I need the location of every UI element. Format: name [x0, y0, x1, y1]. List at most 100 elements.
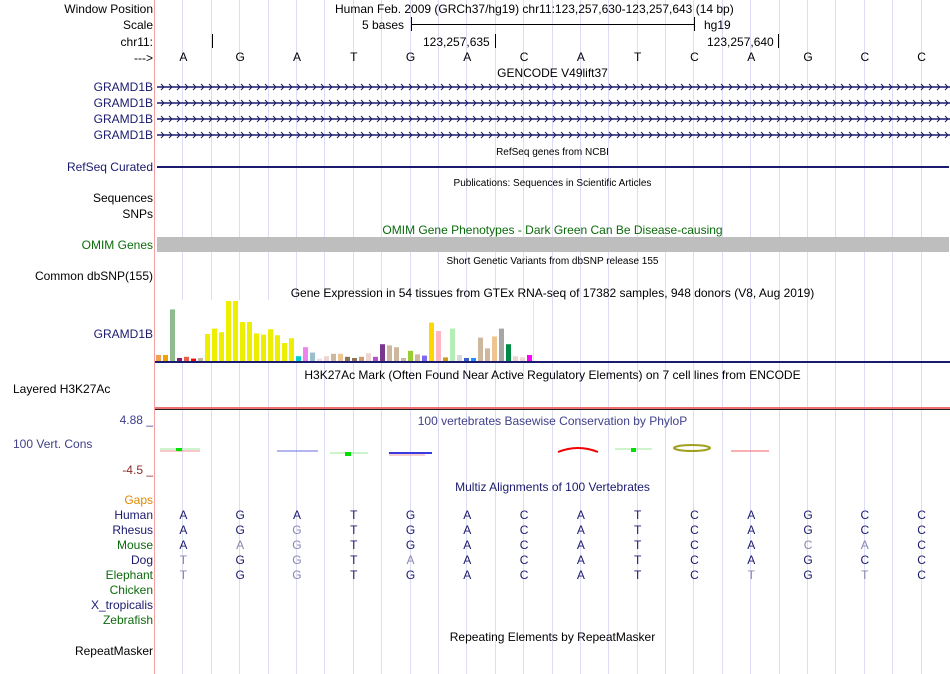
phylop-track-label[interactable]: 100 Vert. Cons	[13, 437, 93, 451]
gtex-bar[interactable]	[275, 335, 280, 361]
gtex-bar[interactable]	[254, 333, 259, 361]
gencode-gene-model[interactable]	[157, 114, 950, 124]
gtex-bar[interactable]	[317, 358, 322, 361]
gtex-bar[interactable]	[324, 356, 329, 361]
base-letter[interactable]: G	[803, 50, 813, 64]
multiz-species-label[interactable]: Dog	[130, 553, 153, 567]
base-letter[interactable]: C	[917, 50, 926, 64]
gtex-bar[interactable]	[366, 353, 371, 361]
gtex-bar[interactable]	[506, 344, 511, 361]
gencode-gene-model[interactable]	[157, 98, 950, 108]
gtex-bar[interactable]	[394, 347, 399, 361]
omim-gene-bar[interactable]	[157, 237, 949, 252]
gtex-bar[interactable]	[226, 301, 231, 361]
gtex-bar[interactable]	[443, 357, 448, 361]
base-letter[interactable]: A	[463, 50, 472, 64]
gtex-bar[interactable]	[338, 353, 343, 361]
strand-arrow	[568, 115, 573, 123]
multiz-species-label[interactable]: Elephant	[105, 568, 153, 582]
gtex-bar[interactable]	[289, 338, 294, 361]
gtex-bar[interactable]	[359, 356, 364, 361]
gtex-bar[interactable]	[184, 356, 189, 361]
base-letter[interactable]: A	[179, 50, 188, 64]
gtex-bar[interactable]	[408, 350, 413, 361]
h3k27ac-track-label[interactable]: Layered H3K27Ac	[13, 382, 111, 396]
gtex-bar[interactable]	[513, 356, 518, 361]
gtex-bar[interactable]	[331, 353, 336, 361]
gtex-bar[interactable]	[450, 328, 455, 361]
gtex-bar[interactable]	[387, 345, 392, 361]
gtex-bar[interactable]	[191, 358, 196, 361]
gtex-bar[interactable]	[219, 332, 224, 361]
multiz-species-label[interactable]: Zebrafish	[102, 613, 153, 627]
gencode-gene-model[interactable]	[157, 130, 950, 140]
gtex-bar[interactable]	[282, 343, 287, 361]
gtex-bar[interactable]	[485, 348, 490, 361]
gtex-bar[interactable]	[212, 328, 217, 361]
multiz-species-label[interactable]: Human	[114, 508, 153, 522]
dbsnp-track-label[interactable]: Common dbSNP(155)	[34, 269, 153, 283]
gtex-bar[interactable]	[170, 309, 175, 361]
gtex-bar[interactable]	[198, 358, 203, 361]
base-letter[interactable]: A	[747, 50, 756, 64]
gtex-bar[interactable]	[156, 355, 161, 361]
gtex-bar[interactable]	[464, 358, 469, 361]
gtex-track-label[interactable]: GRAMD1B	[93, 327, 153, 341]
gtex-bar[interactable]	[478, 337, 483, 361]
base-letter[interactable]: T	[634, 50, 642, 64]
gtex-bar[interactable]	[499, 328, 504, 361]
base-letter[interactable]: C	[860, 50, 870, 64]
gtex-bar[interactable]	[492, 336, 497, 361]
gtex-bar[interactable]	[303, 347, 308, 361]
gencode-gene-label[interactable]: GRAMD1B	[93, 96, 153, 110]
gtex-bar[interactable]	[163, 355, 168, 361]
gtex-bar[interactable]	[471, 358, 476, 361]
gtex-bar[interactable]	[436, 331, 441, 361]
gtex-bar[interactable]	[457, 355, 462, 361]
gtex-bar[interactable]	[310, 352, 315, 361]
base-letter[interactable]: G	[235, 50, 245, 64]
multiz-gaps-label[interactable]: Gaps	[124, 493, 153, 507]
gtex-bar[interactable]	[345, 356, 350, 361]
publications-label-snps[interactable]: SNPs	[122, 207, 153, 221]
gtex-bar[interactable]	[401, 358, 406, 361]
multiz-species-label[interactable]: X_tropicalis	[90, 598, 153, 612]
gtex-bar[interactable]	[205, 334, 210, 361]
multiz-species-label[interactable]: Mouse	[116, 538, 153, 552]
base-letter[interactable]: T	[350, 50, 358, 64]
gtex-bar[interactable]	[520, 357, 525, 361]
base-letter[interactable]: G	[405, 50, 416, 64]
gtex-bar[interactable]	[296, 356, 301, 361]
gtex-bar[interactable]	[415, 354, 420, 361]
multiz-species-label[interactable]: Chicken	[109, 583, 153, 597]
repeatmasker-track-label[interactable]: RepeatMasker	[74, 644, 153, 658]
base-letter[interactable]: C	[690, 50, 699, 64]
multiz-species-label[interactable]: Rhesus	[112, 523, 153, 537]
refseq-gene-line[interactable]	[157, 166, 949, 168]
gtex-bar[interactable]	[233, 301, 238, 361]
phylop-signal[interactable]	[155, 440, 950, 460]
gtex-bar[interactable]	[177, 358, 182, 361]
gencode-gene-model[interactable]	[157, 82, 950, 92]
gencode-gene-label[interactable]: GRAMD1B	[93, 80, 153, 94]
base-letter[interactable]: A	[576, 50, 585, 64]
gtex-bar[interactable]	[429, 322, 434, 361]
base-letter[interactable]: A	[292, 50, 301, 64]
gtex-bar-chart[interactable]	[155, 300, 535, 362]
publications-label-sequences[interactable]: Sequences	[92, 191, 153, 205]
omim-track-label[interactable]: OMIM Genes	[81, 238, 153, 252]
gtex-bar[interactable]	[261, 334, 266, 361]
gtex-bar[interactable]	[240, 322, 245, 361]
gencode-gene-label[interactable]: GRAMD1B	[93, 128, 153, 142]
gtex-bar[interactable]	[352, 358, 357, 361]
gtex-bar[interactable]	[422, 355, 427, 361]
refseq-track-label[interactable]: RefSeq Curated	[66, 160, 153, 174]
gtex-bar[interactable]	[527, 355, 532, 361]
strand-arrow	[696, 131, 701, 139]
gtex-bar[interactable]	[380, 344, 385, 361]
gtex-bar[interactable]	[373, 356, 378, 361]
gtex-bar[interactable]	[247, 322, 252, 361]
base-letter[interactable]: C	[519, 50, 529, 64]
gencode-gene-label[interactable]: GRAMD1B	[93, 112, 153, 126]
gtex-bar[interactable]	[268, 329, 273, 361]
